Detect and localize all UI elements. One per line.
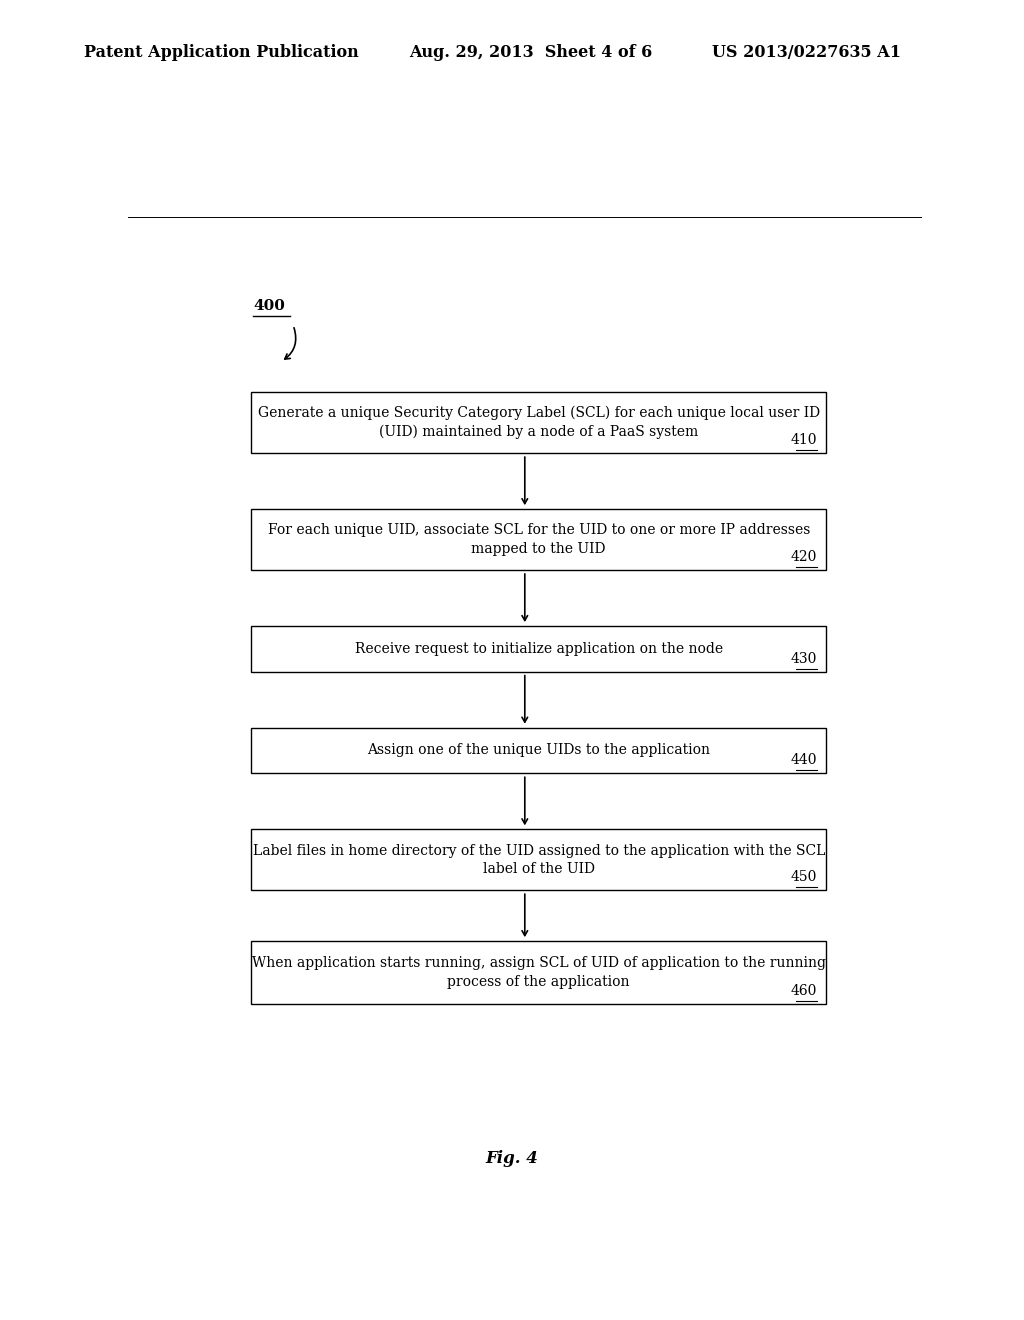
Text: Label files in home directory of the UID assigned to the application with the SC: Label files in home directory of the UID… [253,843,825,876]
Bar [251,727,826,774]
Text: 410: 410 [791,433,817,447]
Text: 460: 460 [791,983,817,998]
Text: Aug. 29, 2013  Sheet 4 of 6: Aug. 29, 2013 Sheet 4 of 6 [410,45,653,61]
Bar [251,392,826,453]
Bar [251,510,826,570]
Text: Receive request to initialize application on the node: Receive request to initialize applicatio… [354,642,723,656]
Bar [251,829,826,890]
Text: 440: 440 [791,754,817,767]
Text: US 2013/0227635 A1: US 2013/0227635 A1 [712,45,901,61]
Text: Generate a unique Security Category Label (SCL) for each unique local user ID
(U: Generate a unique Security Category Labe… [258,407,820,440]
Bar [251,626,826,672]
Text: Fig. 4: Fig. 4 [485,1151,539,1167]
Text: Assign one of the unique UIDs to the application: Assign one of the unique UIDs to the app… [368,743,711,758]
Text: 450: 450 [791,870,817,884]
Text: For each unique UID, associate SCL for the UID to one or more IP addresses
mappe: For each unique UID, associate SCL for t… [267,523,810,556]
Bar [251,941,826,1005]
Text: 400: 400 [253,298,286,313]
Text: 430: 430 [791,652,817,665]
Text: When application starts running, assign SCL of UID of application to the running: When application starts running, assign … [252,956,825,989]
Text: Patent Application Publication: Patent Application Publication [84,45,358,61]
Text: 420: 420 [791,550,817,564]
